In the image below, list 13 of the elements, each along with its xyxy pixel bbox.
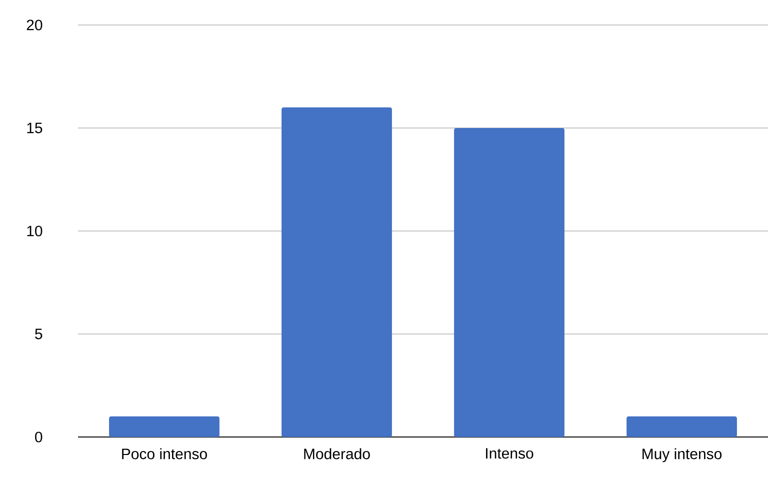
y-tick-label: 10 bbox=[27, 226, 42, 236]
y-tick-label: 15 bbox=[27, 122, 42, 134]
bar bbox=[454, 128, 564, 437]
bar bbox=[626, 416, 737, 437]
bar bbox=[282, 107, 392, 437]
y-tick-label: 20 bbox=[26, 20, 42, 30]
y-tick-label: 0 bbox=[35, 432, 42, 442]
y-tick-label: 5 bbox=[35, 328, 42, 340]
x-tick-label: Muy intenso bbox=[642, 448, 722, 462]
x-tick-label: Poco intenso bbox=[122, 448, 207, 460]
x-tick-label: Moderado bbox=[304, 448, 370, 460]
bar bbox=[109, 416, 220, 437]
x-tick-label: Intenso bbox=[486, 448, 534, 459]
